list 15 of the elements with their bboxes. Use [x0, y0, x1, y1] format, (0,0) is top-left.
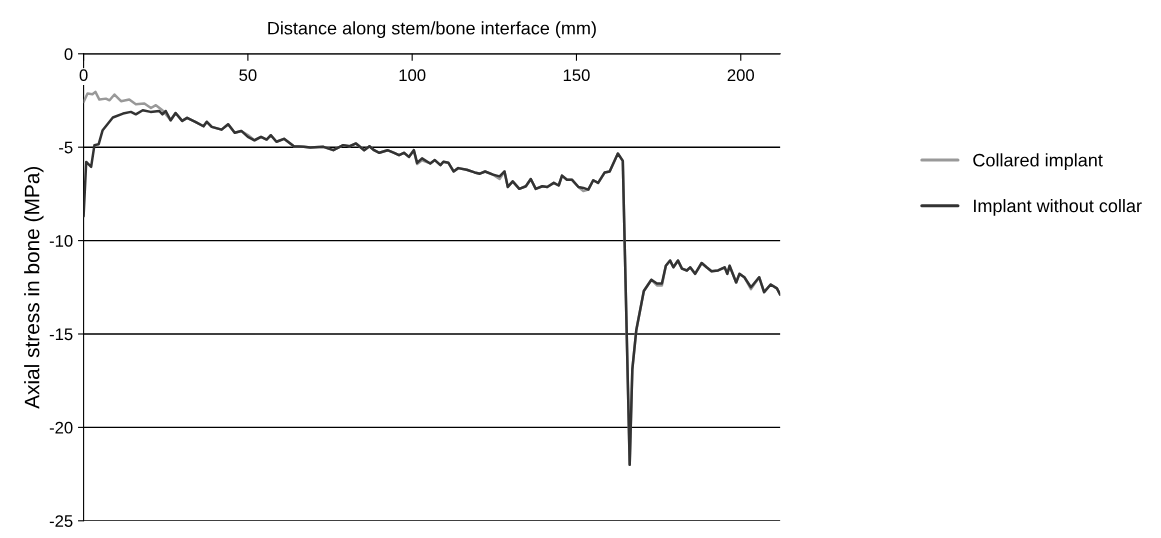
- y-tick-label: -15: [49, 328, 73, 341]
- y-axis-title: Axial stress in bone (MPa): [24, 167, 44, 409]
- x-tick-label: 150: [563, 69, 590, 82]
- y-tick-label: -25: [49, 515, 73, 527]
- y-tick-label: -10: [49, 234, 73, 247]
- x-tick-label: 200: [727, 69, 755, 82]
- x-tick-label: 100: [399, 69, 426, 82]
- legend-label: Implant without collar: [974, 199, 1142, 216]
- y-tick-label: -5: [59, 141, 73, 154]
- legend-label: Collared implant: [973, 153, 1103, 171]
- x-axis-title: Distance along stem/bone interface (mm): [268, 21, 596, 39]
- y-tick-label: -20: [49, 421, 73, 434]
- x-tick-label: 50: [239, 69, 257, 82]
- y-tick-label: 0: [64, 48, 73, 60]
- x-tick-label: 0: [79, 69, 88, 82]
